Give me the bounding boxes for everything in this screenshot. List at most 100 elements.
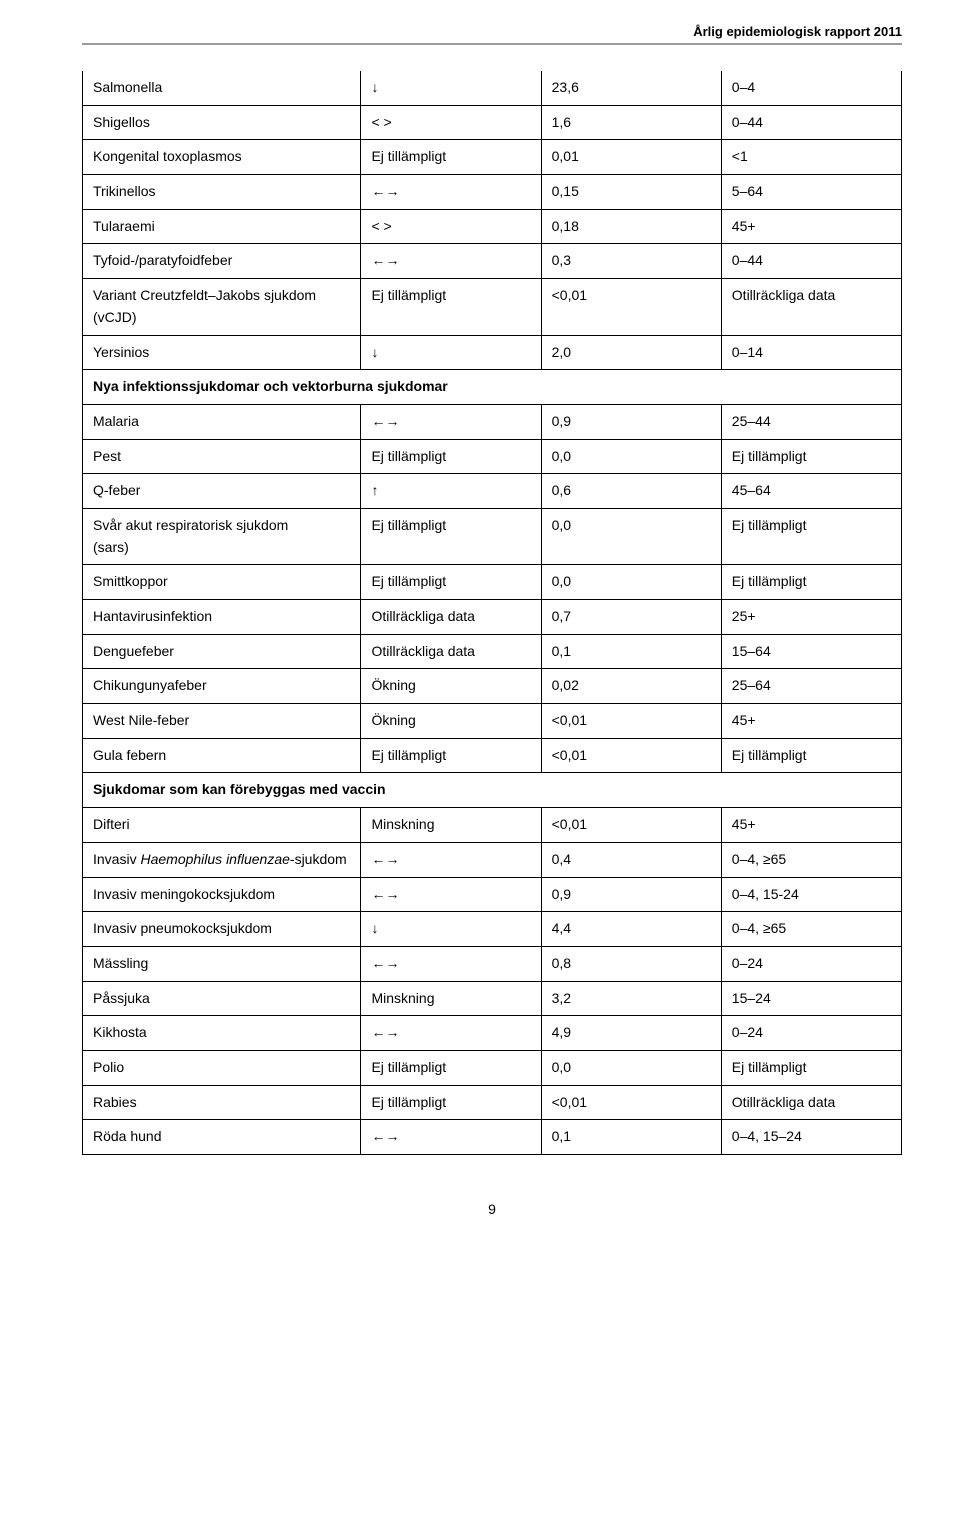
age-cell: 0–24 <box>721 1016 901 1051</box>
value-cell: 23,6 <box>541 71 721 105</box>
value-cell: 0,18 <box>541 209 721 244</box>
value-cell: 0,9 <box>541 404 721 439</box>
disease-name: Rabies <box>83 1085 361 1120</box>
value-cell: 0,8 <box>541 946 721 981</box>
trend-cell: Ej tillämpligt <box>361 1050 541 1085</box>
age-cell: 0–4, ≥65 <box>721 912 901 947</box>
table-row: Variant Creutzfeldt–Jakobs sjukdom (vCJD… <box>83 279 902 335</box>
value-cell: 0,6 <box>541 474 721 509</box>
trend-cell: Ej tillämpligt <box>361 508 541 564</box>
table-row: ChikungunyafeberÖkning0,0225–64 <box>83 669 902 704</box>
trend-cell: Ej tillämpligt <box>361 279 541 335</box>
table-row: PåssjukaMinskning3,215–24 <box>83 981 902 1016</box>
disease-name: Invasiv pneumokocksjukdom <box>83 912 361 947</box>
value-cell: 3,2 <box>541 981 721 1016</box>
table-row: Kikhosta←→4,90–24 <box>83 1016 902 1051</box>
value-cell: <0,01 <box>541 808 721 843</box>
page-number: 9 <box>82 1201 902 1217</box>
leftright-icon: ←→ <box>371 851 399 867</box>
trend-cell: ↓ <box>361 335 541 370</box>
disease-name: Yersinios <box>83 335 361 370</box>
disease-name: Variant Creutzfeldt–Jakobs sjukdom (vCJD… <box>83 279 361 335</box>
age-cell: 0–4, ≥65 <box>721 842 901 877</box>
disease-name: Smittkoppor <box>83 565 361 600</box>
page: Årlig epidemiologisk rapport 2011 Salmon… <box>0 0 960 1513</box>
age-cell: 25–44 <box>721 404 901 439</box>
table-row: Svår akut respiratorisk sjukdom(sars)Ej … <box>83 508 902 564</box>
down-icon: ↓ <box>371 344 378 360</box>
leftright-icon: ←→ <box>371 252 399 268</box>
leftright-icon: ←→ <box>371 955 399 971</box>
trend-cell: ←→ <box>361 244 541 279</box>
value-cell: 0,01 <box>541 140 721 175</box>
leftright-icon: ←→ <box>371 1128 399 1144</box>
value-cell: 4,4 <box>541 912 721 947</box>
age-cell: 0–4, 15-24 <box>721 877 901 912</box>
age-cell: 25–64 <box>721 669 901 704</box>
up-icon: ↑ <box>371 482 378 498</box>
trend-cell: Ej tillämpligt <box>361 738 541 773</box>
trend-cell: Ökning <box>361 704 541 739</box>
disease-name: Denguefeber <box>83 634 361 669</box>
trend-cell: ←→ <box>361 404 541 439</box>
ltgt-icon: < > <box>371 114 391 130</box>
age-cell: 25+ <box>721 600 901 635</box>
trend-cell: Minskning <box>361 808 541 843</box>
age-cell: Ej tillämpligt <box>721 738 901 773</box>
trend-cell: < > <box>361 209 541 244</box>
leftright-icon: ←→ <box>371 183 399 199</box>
value-cell: 0,1 <box>541 1120 721 1155</box>
disease-name: West Nile-feber <box>83 704 361 739</box>
age-cell: 45+ <box>721 808 901 843</box>
table-row: West Nile-feberÖkning<0,0145+ <box>83 704 902 739</box>
table-row: PolioEj tillämpligt0,0Ej tillämpligt <box>83 1050 902 1085</box>
trend-cell: ←→ <box>361 877 541 912</box>
report-header: Årlig epidemiologisk rapport 2011 <box>82 24 902 45</box>
trend-cell: < > <box>361 105 541 140</box>
age-cell: 0–44 <box>721 105 901 140</box>
disease-name: Trikinellos <box>83 175 361 210</box>
age-cell: Ej tillämpligt <box>721 565 901 600</box>
value-cell: <0,01 <box>541 1085 721 1120</box>
disease-name: Salmonella <box>83 71 361 105</box>
trend-cell: Otillräckliga data <box>361 600 541 635</box>
age-cell: 0–14 <box>721 335 901 370</box>
disease-name: Röda hund <box>83 1120 361 1155</box>
age-cell: 0–4 <box>721 71 901 105</box>
leftright-icon: ←→ <box>371 1024 399 1040</box>
disease-name: Kikhosta <box>83 1016 361 1051</box>
table-row: Yersinios↓2,00–14 <box>83 335 902 370</box>
table-row: Invasiv Haemophilus influenzae-sjukdom←→… <box>83 842 902 877</box>
trend-cell: ↑ <box>361 474 541 509</box>
value-cell: <0,01 <box>541 279 721 335</box>
age-cell: 45–64 <box>721 474 901 509</box>
disease-name: Polio <box>83 1050 361 1085</box>
value-cell: 0,02 <box>541 669 721 704</box>
age-cell: Ej tillämpligt <box>721 1050 901 1085</box>
trend-cell: ↓ <box>361 71 541 105</box>
age-cell: Otillräckliga data <box>721 1085 901 1120</box>
disease-name: Shigellos <box>83 105 361 140</box>
age-cell: 15–24 <box>721 981 901 1016</box>
disease-name: Malaria <box>83 404 361 439</box>
section-heading: Sjukdomar som kan förebyggas med vaccin <box>83 773 902 808</box>
age-cell: Otillräckliga data <box>721 279 901 335</box>
trend-cell: Ej tillämpligt <box>361 140 541 175</box>
table-row: Salmonella↓23,60–4 <box>83 71 902 105</box>
table-row: RabiesEj tillämpligt<0,01Otillräckliga d… <box>83 1085 902 1120</box>
trend-cell: ←→ <box>361 1016 541 1051</box>
table-row: SmittkopporEj tillämpligt0,0Ej tillämpli… <box>83 565 902 600</box>
age-cell: Ej tillämpligt <box>721 508 901 564</box>
age-cell: 0–4, 15–24 <box>721 1120 901 1155</box>
disease-name: Mässling <box>83 946 361 981</box>
table-row: Invasiv meningokocksjukdom←→0,90–4, 15-2… <box>83 877 902 912</box>
trend-cell: Minskning <box>361 981 541 1016</box>
age-cell: 0–44 <box>721 244 901 279</box>
table-row: Trikinellos←→0,155–64 <box>83 175 902 210</box>
down-icon: ↓ <box>371 920 378 936</box>
value-cell: <0,01 <box>541 738 721 773</box>
table-row: Tyfoid-/paratyfoidfeber←→0,30–44 <box>83 244 902 279</box>
table-row: Kongenital toxoplasmosEj tillämpligt0,01… <box>83 140 902 175</box>
disease-name: Hantavirusinfektion <box>83 600 361 635</box>
table-row: DenguefeberOtillräckliga data0,115–64 <box>83 634 902 669</box>
